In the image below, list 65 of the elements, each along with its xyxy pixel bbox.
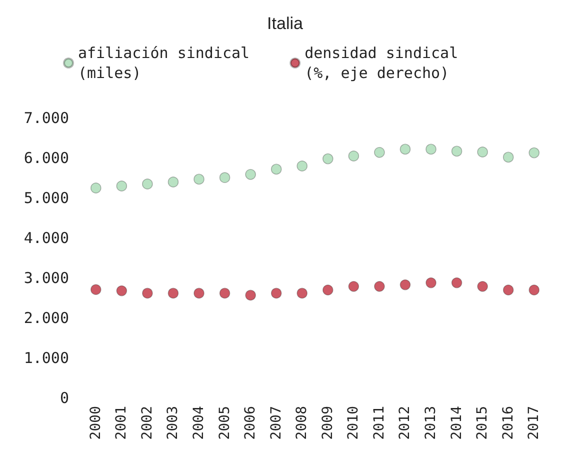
point <box>400 279 411 290</box>
x-tick-label: 2006 <box>242 406 259 440</box>
x-tick-label: 2005 <box>216 406 233 440</box>
point <box>528 284 540 296</box>
y-tick-label: 1.000 <box>24 349 69 367</box>
point <box>322 284 334 296</box>
point <box>90 284 102 295</box>
x-tick-label: 2004 <box>191 406 207 440</box>
point <box>245 169 256 180</box>
point <box>168 176 179 188</box>
x-tick-label: 2008 <box>294 406 310 440</box>
x-tick-label: 2016 <box>500 406 516 440</box>
x-tick-label: 2017 <box>526 406 542 440</box>
point <box>116 180 128 192</box>
x-tick-label: 2003 <box>165 406 182 440</box>
point <box>270 288 282 299</box>
point <box>374 147 385 158</box>
x-tick-label: 2002 <box>139 406 156 440</box>
x-tick-label: 2010 <box>346 406 362 440</box>
chart-title: Italia <box>267 14 304 33</box>
y-tick-label: 0 <box>60 389 69 407</box>
x-tick-label: 2014 <box>448 406 465 440</box>
x-tick-label: 2000 <box>88 406 104 440</box>
point <box>296 288 308 299</box>
point <box>348 281 360 292</box>
point <box>477 146 488 158</box>
y-tick-label: 5.000 <box>24 189 69 207</box>
point <box>194 174 204 185</box>
y-tick-label: 7.000 <box>24 109 69 127</box>
point <box>451 146 462 157</box>
point <box>194 288 204 299</box>
point <box>502 152 514 163</box>
y-tick-label: 6.000 <box>24 149 69 167</box>
point <box>219 172 230 183</box>
x-tick-label: 2011 <box>371 406 388 440</box>
x-tick-label: 2012 <box>397 406 414 440</box>
point <box>322 153 334 164</box>
point <box>116 285 128 296</box>
x-tick-label: 2007 <box>268 406 284 440</box>
point <box>142 288 153 299</box>
y-tick-label: 4.000 <box>24 229 69 247</box>
point <box>296 160 308 172</box>
point <box>142 178 153 190</box>
x-tick-label: 2001 <box>114 406 130 440</box>
y-tick-label: 3.000 <box>24 269 69 287</box>
point <box>528 147 540 158</box>
point <box>426 144 436 155</box>
point <box>451 277 462 288</box>
point <box>374 281 385 292</box>
point <box>502 284 514 296</box>
point <box>270 164 282 175</box>
point <box>348 150 360 162</box>
point <box>245 290 256 301</box>
y-tick-label: 2.000 <box>24 309 69 327</box>
point <box>219 288 230 299</box>
x-tick-label: 2009 <box>320 406 336 440</box>
legend-label: afiliación sindical (miles) <box>78 44 250 82</box>
point <box>477 281 488 292</box>
point <box>426 277 436 288</box>
point <box>400 144 411 155</box>
legend-label: densidad sindical (%, eje derecho) <box>304 44 458 82</box>
point <box>90 182 102 194</box>
x-tick-label: 2015 <box>474 406 491 440</box>
point <box>168 288 179 299</box>
x-tick-label: 2013 <box>423 406 439 440</box>
